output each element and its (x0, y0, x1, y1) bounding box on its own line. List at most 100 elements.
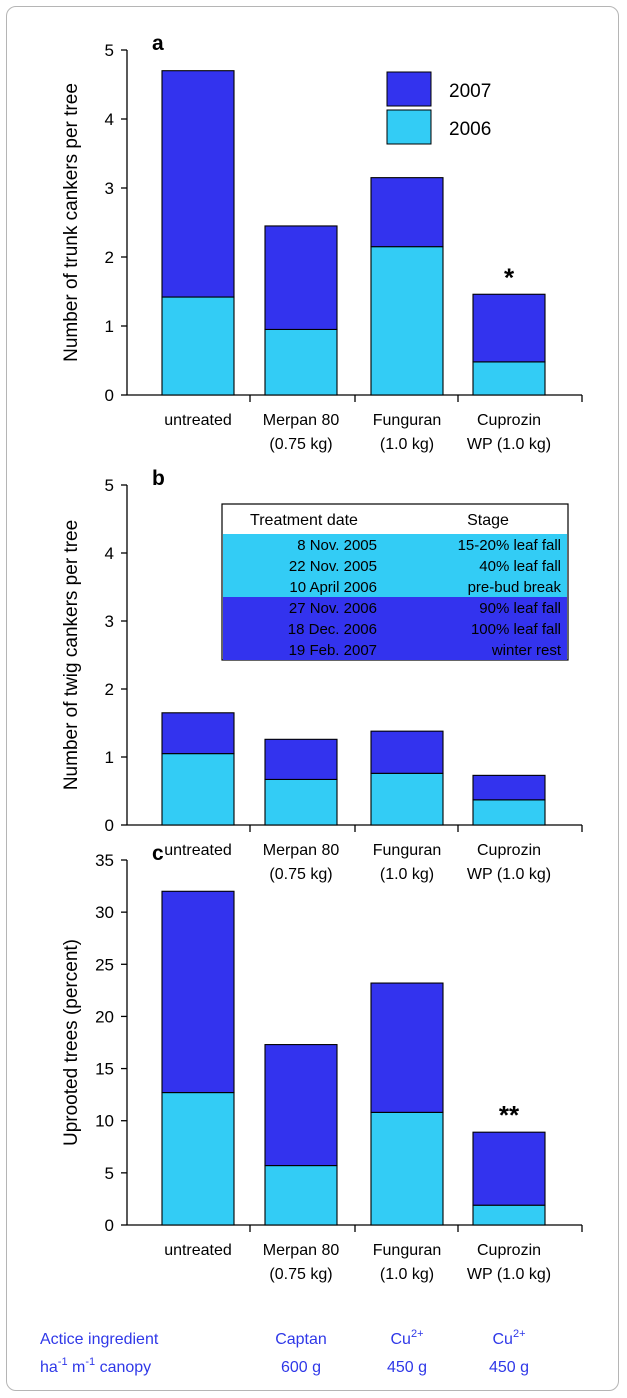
bar-2006 (370, 1111, 444, 1226)
bar-2007 (161, 712, 235, 755)
y-tick-label: 0 (105, 816, 114, 835)
table-cell-stage: 90% leaf fall (479, 600, 561, 617)
legend-label-2007: 2007 (449, 81, 491, 102)
panel-label: c (152, 842, 164, 865)
category-label: Merpan 80 (263, 412, 340, 429)
category-label: Funguran (373, 412, 442, 429)
ingredient-label-line2: ha-1 m-1 canopy (40, 1356, 151, 1376)
category-label: (0.75 kg) (269, 1266, 332, 1283)
table-cell-date: 18 Dec. 2006 (288, 621, 377, 638)
category-label: Merpan 80 (263, 842, 340, 859)
bar-2006 (264, 1165, 338, 1226)
category-label: (1.0 kg) (380, 866, 434, 883)
table-cell-date: 19 Feb. 2007 (289, 642, 377, 659)
category-label: Cuprozin (477, 1242, 541, 1259)
category-label: WP (1.0 kg) (467, 866, 551, 883)
table-cell-stage: 15-20% leaf fall (458, 537, 561, 554)
bar-2006 (472, 1204, 546, 1226)
y-tick-label: 35 (95, 851, 114, 870)
category-label: WP (1.0 kg) (467, 436, 551, 453)
bar-2007 (370, 982, 444, 1113)
y-tick-label: 2 (105, 248, 114, 267)
category-label: untreated (164, 1242, 232, 1259)
table-cell-stage: 40% leaf fall (479, 558, 561, 575)
legend-label-2006: 2006 (449, 119, 491, 140)
table-row (223, 597, 567, 618)
y-tick-label: 0 (105, 386, 114, 405)
y-tick-label: 4 (105, 544, 114, 563)
ingredient-label-line1: Actice ingredient (40, 1331, 159, 1348)
table-cell-date: 22 Nov. 2005 (289, 558, 377, 575)
bar-2006 (264, 778, 338, 826)
bar-2007 (161, 70, 235, 298)
y-tick-label: 2 (105, 680, 114, 699)
panel-label: a (152, 32, 164, 55)
table-cell-date: 27 Nov. 2006 (289, 600, 377, 617)
category-label: Cuprozin (477, 842, 541, 859)
category-label: WP (1.0 kg) (467, 1266, 551, 1283)
bar-2007 (264, 1044, 338, 1167)
y-tick-label: 15 (95, 1060, 114, 1079)
bar-2006 (161, 1092, 235, 1226)
bar-2006 (472, 799, 546, 826)
table-cell-date: 10 April 2006 (289, 579, 377, 596)
table-row (223, 576, 567, 597)
category-label: (1.0 kg) (380, 436, 434, 453)
bar-2007 (472, 293, 546, 363)
category-label: Funguran (373, 1242, 442, 1259)
significance-mark: ** (499, 1100, 520, 1130)
bar-2007 (370, 730, 444, 774)
panel-a: 0 1 2 3 4 5 Number of trunk cankers per tree a u… (61, 32, 583, 453)
category-label: Merpan 80 (263, 1242, 340, 1259)
bar-2006 (161, 753, 235, 826)
category-label: (0.75 kg) (269, 436, 332, 453)
y-tick-label: 1 (105, 317, 114, 336)
bar-2007 (472, 1131, 546, 1206)
bar-2007 (264, 738, 338, 780)
y-tick-label: 5 (105, 1164, 114, 1183)
figure-frame (6, 6, 619, 1391)
y-axis-label: Number of trunk cankers per tree (61, 83, 82, 362)
table-cell-stage: winter rest (491, 642, 562, 659)
bar-2006 (472, 361, 546, 396)
active-ingredient-legend: Actice ingredient ha-1 m-1 canopy Captan… (40, 1328, 529, 1376)
category-label: untreated (164, 842, 232, 859)
table-cell-stage: 100% leaf fall (471, 621, 561, 638)
ingredient-amount: 600 g (281, 1359, 321, 1376)
y-tick-label: 10 (95, 1112, 114, 1131)
panel-label: b (152, 467, 165, 490)
panel-b: 0 1 2 3 4 5 Number of twig cankers per tree b un… (61, 467, 583, 883)
table-header-stage: Stage (467, 512, 509, 529)
table-cell-date: 8 Nov. 2005 (297, 537, 377, 554)
treatment-table: Treatment date Stage 8 Nov. 2005 15-20% lea… (221, 503, 569, 661)
legend-swatch-2006 (386, 109, 432, 145)
y-tick-label: 25 (95, 955, 114, 974)
ingredient-amount: 450 g (387, 1359, 427, 1376)
bar-2007 (161, 890, 235, 1094)
category-label: (1.0 kg) (380, 1266, 434, 1283)
bar-2007 (264, 225, 338, 330)
y-axis-label: Uprooted trees (percent) (61, 939, 82, 1146)
y-tick-label: 3 (105, 612, 114, 631)
ingredient-name: Cu2+ (391, 1328, 424, 1348)
bar-2007 (472, 774, 546, 801)
category-label: untreated (164, 412, 232, 429)
category-label: Funguran (373, 842, 442, 859)
y-tick-label: 0 (105, 1216, 114, 1235)
significance-mark: * (504, 262, 515, 292)
y-tick-label: 3 (105, 179, 114, 198)
y-tick-label: 5 (105, 476, 114, 495)
table-row (223, 534, 567, 555)
table-row (223, 618, 567, 639)
category-label: Cuprozin (477, 412, 541, 429)
bar-2007 (370, 177, 444, 248)
bar-2006 (370, 246, 444, 396)
bar-2006 (161, 296, 235, 396)
legend-swatch-2007 (386, 71, 432, 107)
y-tick-label: 5 (105, 41, 114, 60)
y-tick-label: 4 (105, 110, 114, 129)
y-tick-label: 20 (95, 1007, 114, 1026)
table-cell-stage: pre-bud break (468, 579, 562, 596)
